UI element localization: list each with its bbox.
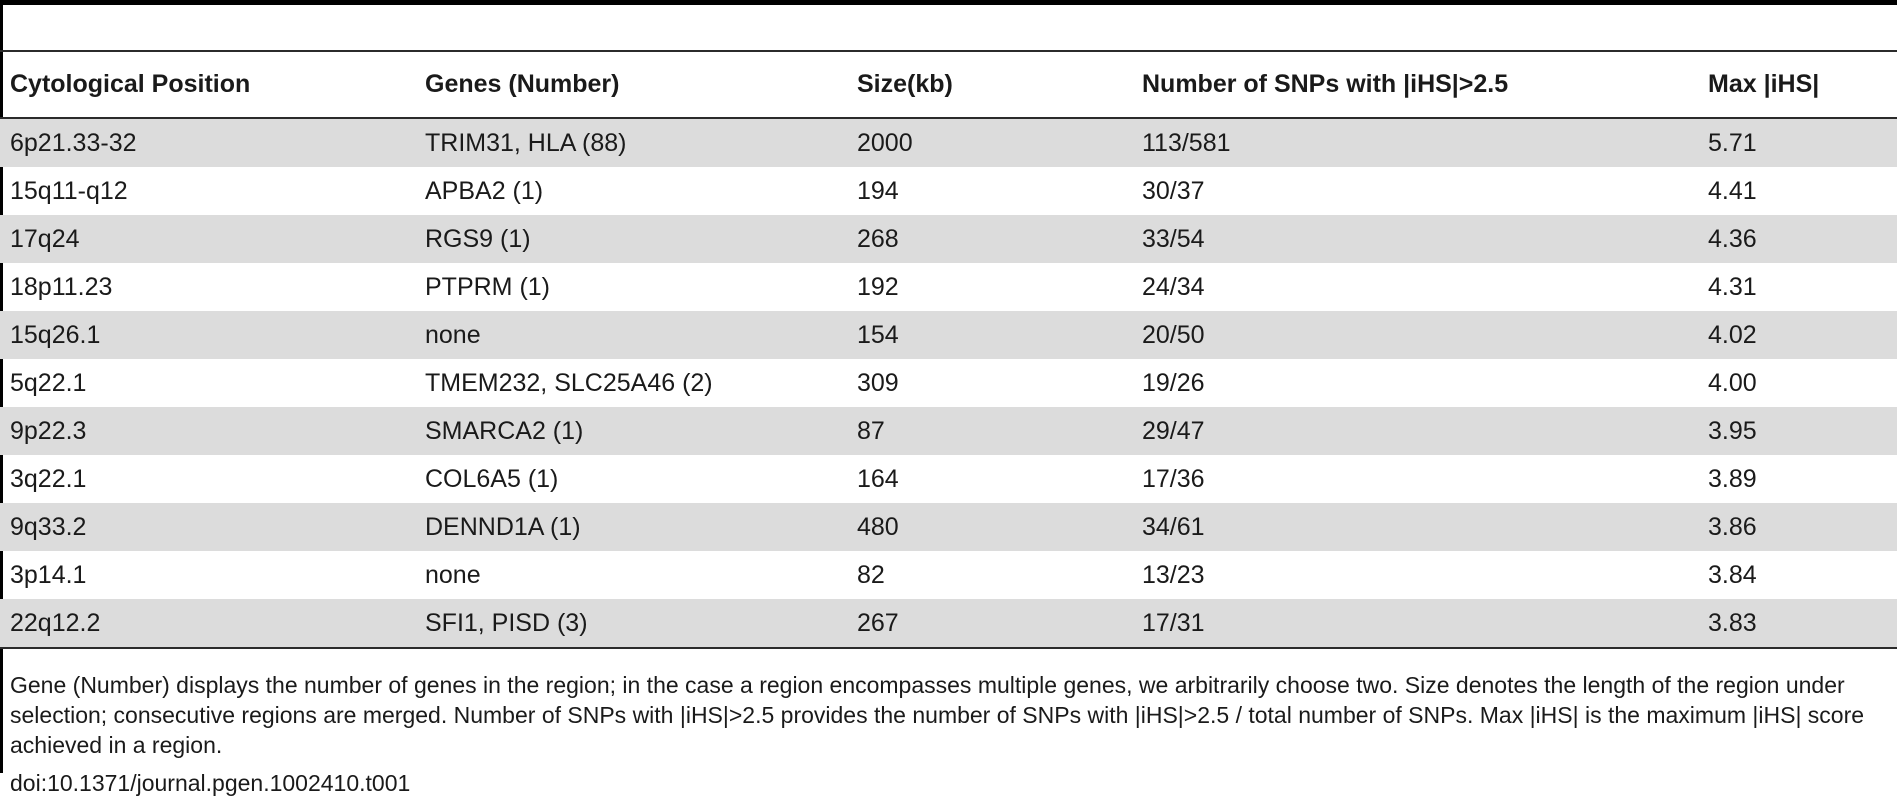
cell-max-ihs: 4.31 [1708, 272, 1757, 301]
doi-label: doi:10.1371/journal.pgen.1002410.t001 [10, 770, 411, 796]
cell-cytological-position: 15q11-q12 [10, 176, 128, 205]
cell-snps-count: 17/31 [1142, 608, 1205, 637]
cell-genes-number: PTPRM (1) [425, 272, 550, 301]
table-row: 3q22.1 COL6A5 (1) 164 17/36 3.89 [0, 455, 1897, 503]
table-row: 9p22.3 SMARCA2 (1) 87 29/47 3.95 [0, 407, 1897, 455]
cell-cytological-position: 18p11.23 [10, 272, 113, 301]
table-row: 5q22.1 TMEM232, SLC25A46 (2) 309 19/26 4.00 [0, 359, 1897, 407]
table-row: 3p14.1 none 82 13/23 3.84 [0, 551, 1897, 599]
table-row: 9q33.2 DENND1A (1) 480 34/61 3.86 [0, 503, 1897, 551]
cell-max-ihs: 4.02 [1708, 320, 1757, 349]
table-row: 18p11.23 PTPRM (1) 192 24/34 4.31 [0, 263, 1897, 311]
cell-genes-number: SMARCA2 (1) [425, 416, 584, 445]
cell-max-ihs: 3.95 [1708, 416, 1757, 445]
table-container: Cytological Position Genes (Number) Size… [0, 50, 1897, 649]
cell-snps-count: 113/581 [1142, 128, 1231, 157]
cell-size-kb: 268 [857, 224, 899, 253]
cell-size-kb: 2000 [857, 128, 913, 157]
cell-size-kb: 164 [857, 464, 899, 493]
header-size-kb: Size(kb) [857, 70, 953, 98]
cell-max-ihs: 3.83 [1708, 608, 1757, 637]
cell-genes-number: none [425, 320, 481, 349]
header-genes-number: Genes (Number) [425, 70, 620, 98]
cell-snps-count: 13/23 [1142, 560, 1205, 589]
header-row: Cytological Position Genes (Number) Size… [0, 51, 1897, 118]
cell-cytological-position: 3q22.1 [10, 464, 87, 493]
cell-max-ihs: 5.71 [1708, 128, 1757, 157]
table-row: 17q24 RGS9 (1) 268 33/54 4.36 [0, 215, 1897, 263]
cell-max-ihs: 4.00 [1708, 368, 1757, 397]
header-cytological-position: Cytological Position [10, 70, 251, 98]
cell-cytological-position: 3p14.1 [10, 560, 87, 589]
cell-cytological-position: 9q33.2 [10, 512, 87, 541]
cell-size-kb: 194 [857, 176, 899, 205]
cell-snps-count: 19/26 [1142, 368, 1205, 397]
table-footnote: Gene (Number) displays the number of gen… [10, 672, 1865, 758]
table-row: 6p21.33-32 TRIM31, HLA (88) 2000 113/581 5.7… [0, 118, 1897, 167]
cell-genes-number: SFI1, PISD (3) [425, 608, 588, 637]
table-row: 15q26.1 none 154 20/50 4.02 [0, 311, 1897, 359]
cell-cytological-position: 15q26.1 [10, 320, 101, 349]
cell-max-ihs: 4.41 [1708, 176, 1757, 205]
cell-cytological-position: 17q24 [10, 224, 80, 253]
selection-regions-table: Cytological Position Genes (Number) Size… [0, 50, 1897, 649]
top-rule [0, 0, 1897, 5]
cell-cytological-position: 22q12.2 [10, 608, 101, 637]
cell-max-ihs: 3.86 [1708, 512, 1757, 541]
cell-snps-count: 33/54 [1142, 224, 1205, 253]
cell-genes-number: APBA2 (1) [425, 176, 544, 205]
cell-size-kb: 192 [857, 272, 899, 301]
cell-snps-count: 17/36 [1142, 464, 1205, 493]
cell-snps-count: 30/37 [1142, 176, 1205, 205]
cell-genes-number: DENND1A (1) [425, 512, 581, 541]
cell-max-ihs: 3.89 [1708, 464, 1757, 493]
cell-size-kb: 480 [857, 512, 899, 541]
cell-size-kb: 267 [857, 608, 899, 637]
cell-size-kb: 309 [857, 368, 899, 397]
cell-max-ihs: 4.36 [1708, 224, 1757, 253]
cell-cytological-position: 9p22.3 [10, 416, 87, 445]
cell-size-kb: 82 [857, 560, 885, 589]
cell-snps-count: 24/34 [1142, 272, 1205, 301]
cell-cytological-position: 5q22.1 [10, 368, 87, 397]
cell-snps-count: 20/50 [1142, 320, 1205, 349]
cell-genes-number: COL6A5 (1) [425, 464, 559, 493]
cell-size-kb: 154 [857, 320, 899, 349]
table-body: 6p21.33-32 TRIM31, HLA (88) 2000 113/581 5.7… [0, 118, 1897, 648]
cell-max-ihs: 3.84 [1708, 560, 1757, 589]
header-snps-count: Number of SNPs with |iHS|>2.5 [1142, 70, 1509, 98]
header-max-ihs: Max |iHS| [1708, 70, 1820, 98]
table-row: 22q12.2 SFI1, PISD (3) 267 17/31 3.83 [0, 599, 1897, 648]
cell-genes-number: TMEM232, SLC25A46 (2) [425, 368, 713, 397]
table-header: Cytological Position Genes (Number) Size… [0, 51, 1897, 118]
cell-genes-number: RGS9 (1) [425, 224, 531, 253]
cell-genes-number: TRIM31, HLA (88) [425, 128, 627, 157]
cell-cytological-position: 6p21.33-32 [10, 128, 137, 157]
cell-snps-count: 34/61 [1142, 512, 1205, 541]
table-row: 15q11-q12 APBA2 (1) 194 30/37 4.41 [0, 167, 1897, 215]
cell-size-kb: 87 [857, 416, 885, 445]
cell-snps-count: 29/47 [1142, 416, 1205, 445]
cell-genes-number: none [425, 560, 481, 589]
left-edge-rule [0, 0, 3, 773]
